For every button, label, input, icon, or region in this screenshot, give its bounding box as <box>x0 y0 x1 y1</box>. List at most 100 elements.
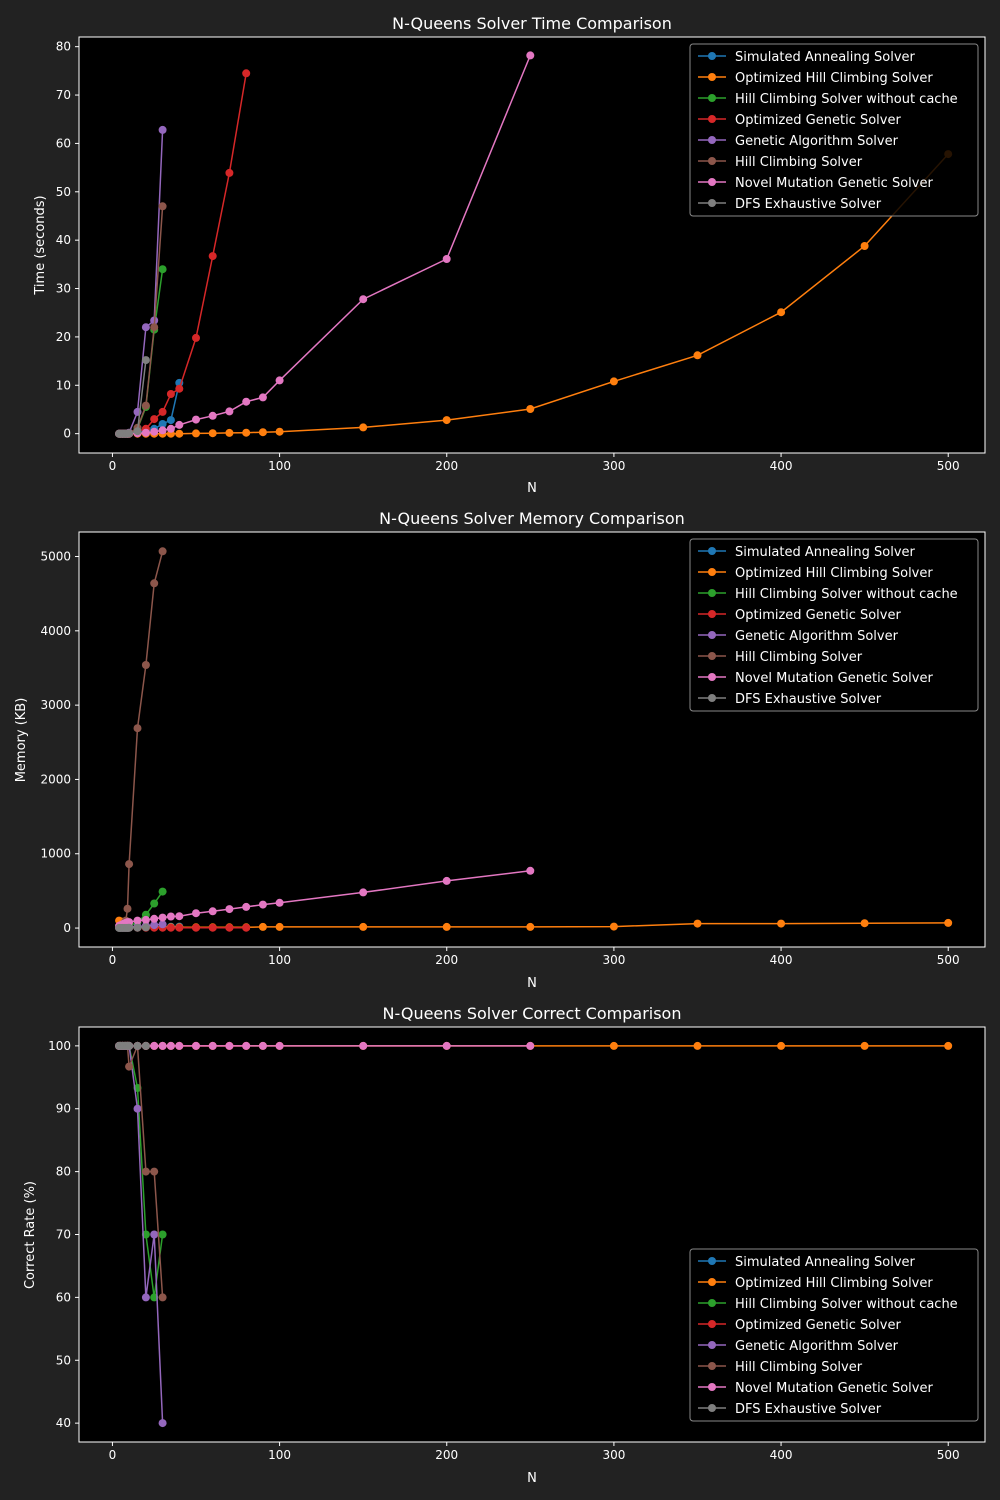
legend-swatch-marker <box>708 94 716 102</box>
data-point <box>275 898 284 907</box>
x-tick-label: 0 <box>109 1448 117 1462</box>
data-point <box>158 1041 167 1050</box>
data-point <box>158 887 167 896</box>
legend-label: Hill Climbing Solver <box>735 155 863 170</box>
data-point <box>150 914 159 923</box>
legend-swatch-marker <box>708 610 716 618</box>
legend-label: Hill Climbing Solver without cache <box>735 92 958 107</box>
series-dfs-exhaustive-solver <box>115 356 150 438</box>
data-point <box>158 1419 167 1428</box>
x-tick-label: 500 <box>937 1448 960 1462</box>
data-point <box>359 1041 368 1050</box>
time-chart: N-Queens Solver Time Comparison N Time (… <box>33 14 986 496</box>
legend-swatch-marker <box>708 1383 716 1391</box>
legend-label: Hill Climbing Solver without cache <box>735 587 958 602</box>
data-point <box>693 919 702 928</box>
axes-frame <box>78 36 986 454</box>
legend-label: Optimized Hill Climbing Solver <box>735 566 933 581</box>
y-tick-label: 60 <box>56 1290 71 1304</box>
x-tick-label: 200 <box>435 953 458 967</box>
data-point <box>133 916 142 925</box>
time-chart-xlabel: N <box>527 481 537 496</box>
data-point <box>175 1041 184 1050</box>
axes-frame <box>78 1026 986 1443</box>
legend: Simulated Annealing Solver Optimized Hill… <box>689 43 979 217</box>
y-tick-label: 0 <box>63 921 71 935</box>
data-point <box>242 1041 251 1050</box>
data-point <box>158 913 167 922</box>
data-point <box>133 1041 142 1050</box>
data-point <box>141 323 150 332</box>
legend-label: Novel Mutation Genetic Solver <box>735 1381 933 1396</box>
data-point <box>125 860 134 869</box>
y-tick-label: 70 <box>56 88 71 102</box>
data-point <box>141 661 150 669</box>
x-tick-label: 300 <box>602 953 625 967</box>
data-point <box>141 923 150 932</box>
data-point <box>175 420 184 429</box>
legend-label: Optimized Genetic Solver <box>735 1318 901 1333</box>
series-dfs-exhaustive-solver <box>115 923 150 932</box>
data-point <box>860 242 869 250</box>
legend-swatch-marker <box>708 1404 716 1412</box>
data-point <box>208 923 217 932</box>
x-tick-label: 100 <box>268 459 291 473</box>
x-tick-label: 400 <box>770 1448 793 1462</box>
data-point <box>150 921 159 930</box>
axes-frame <box>78 531 986 948</box>
legend-label: Optimized Hill Climbing Solver <box>735 71 933 86</box>
data-point <box>359 295 368 304</box>
legend-swatch-marker <box>708 73 716 81</box>
y-tick-label: 50 <box>56 1353 71 1367</box>
data-point <box>609 1041 618 1050</box>
legend-swatch-marker <box>708 694 716 702</box>
legend-label: Simulated Annealing Solver <box>735 545 916 560</box>
legend-swatch-marker <box>708 157 716 165</box>
data-point <box>609 377 618 386</box>
y-tick-label: 50 <box>56 185 71 199</box>
x-tick-label: 0 <box>109 459 117 473</box>
data-point <box>225 428 234 437</box>
data-point <box>225 407 234 416</box>
legend-label: Simulated Annealing Solver <box>735 50 916 65</box>
legend-label: Optimized Hill Climbing Solver <box>735 1276 933 1291</box>
data-point <box>166 390 175 398</box>
legend-swatch-marker <box>708 547 716 555</box>
data-point <box>258 922 267 931</box>
data-point <box>133 923 142 932</box>
memory-chart-ylabel: Memory (KB) <box>14 698 29 783</box>
data-point <box>860 1041 869 1050</box>
data-point <box>141 401 150 410</box>
memory-chart-title: N-Queens Solver Memory Comparison <box>379 509 685 528</box>
y-tick-label: 20 <box>56 330 71 344</box>
legend-swatch-marker <box>708 1257 716 1265</box>
data-point <box>359 922 368 931</box>
x-tick-label: 100 <box>268 953 291 967</box>
data-point <box>208 907 217 916</box>
legend-label: Genetic Algorithm Solver <box>735 134 899 149</box>
legend-label: Novel Mutation Genetic Solver <box>735 176 933 191</box>
data-point <box>141 356 150 365</box>
legend-label: Optimized Genetic Solver <box>735 608 901 623</box>
data-point <box>526 405 535 413</box>
data-point <box>258 1041 267 1050</box>
data-point <box>359 423 368 432</box>
data-point <box>150 1230 159 1239</box>
data-point <box>442 255 451 263</box>
y-tick-label: 4000 <box>40 624 71 638</box>
x-tick-label: 200 <box>435 459 458 473</box>
legend-label: Simulated Annealing Solver <box>735 1255 916 1270</box>
data-point <box>275 922 284 931</box>
legend-swatch-marker <box>708 1278 716 1286</box>
y-tick-label: 70 <box>56 1228 71 1242</box>
correct-chart-ylabel: Correct Rate (%) <box>23 1181 38 1289</box>
y-tick-label: 80 <box>56 1165 71 1179</box>
data-point <box>158 426 167 435</box>
data-point <box>192 923 200 932</box>
y-tick-label: 100 <box>48 1039 71 1053</box>
data-point <box>208 252 217 261</box>
data-point <box>150 415 159 424</box>
data-point <box>225 1041 234 1050</box>
data-point <box>150 1167 159 1176</box>
legend: Simulated Annealing Solver Optimized Hill… <box>689 538 979 712</box>
